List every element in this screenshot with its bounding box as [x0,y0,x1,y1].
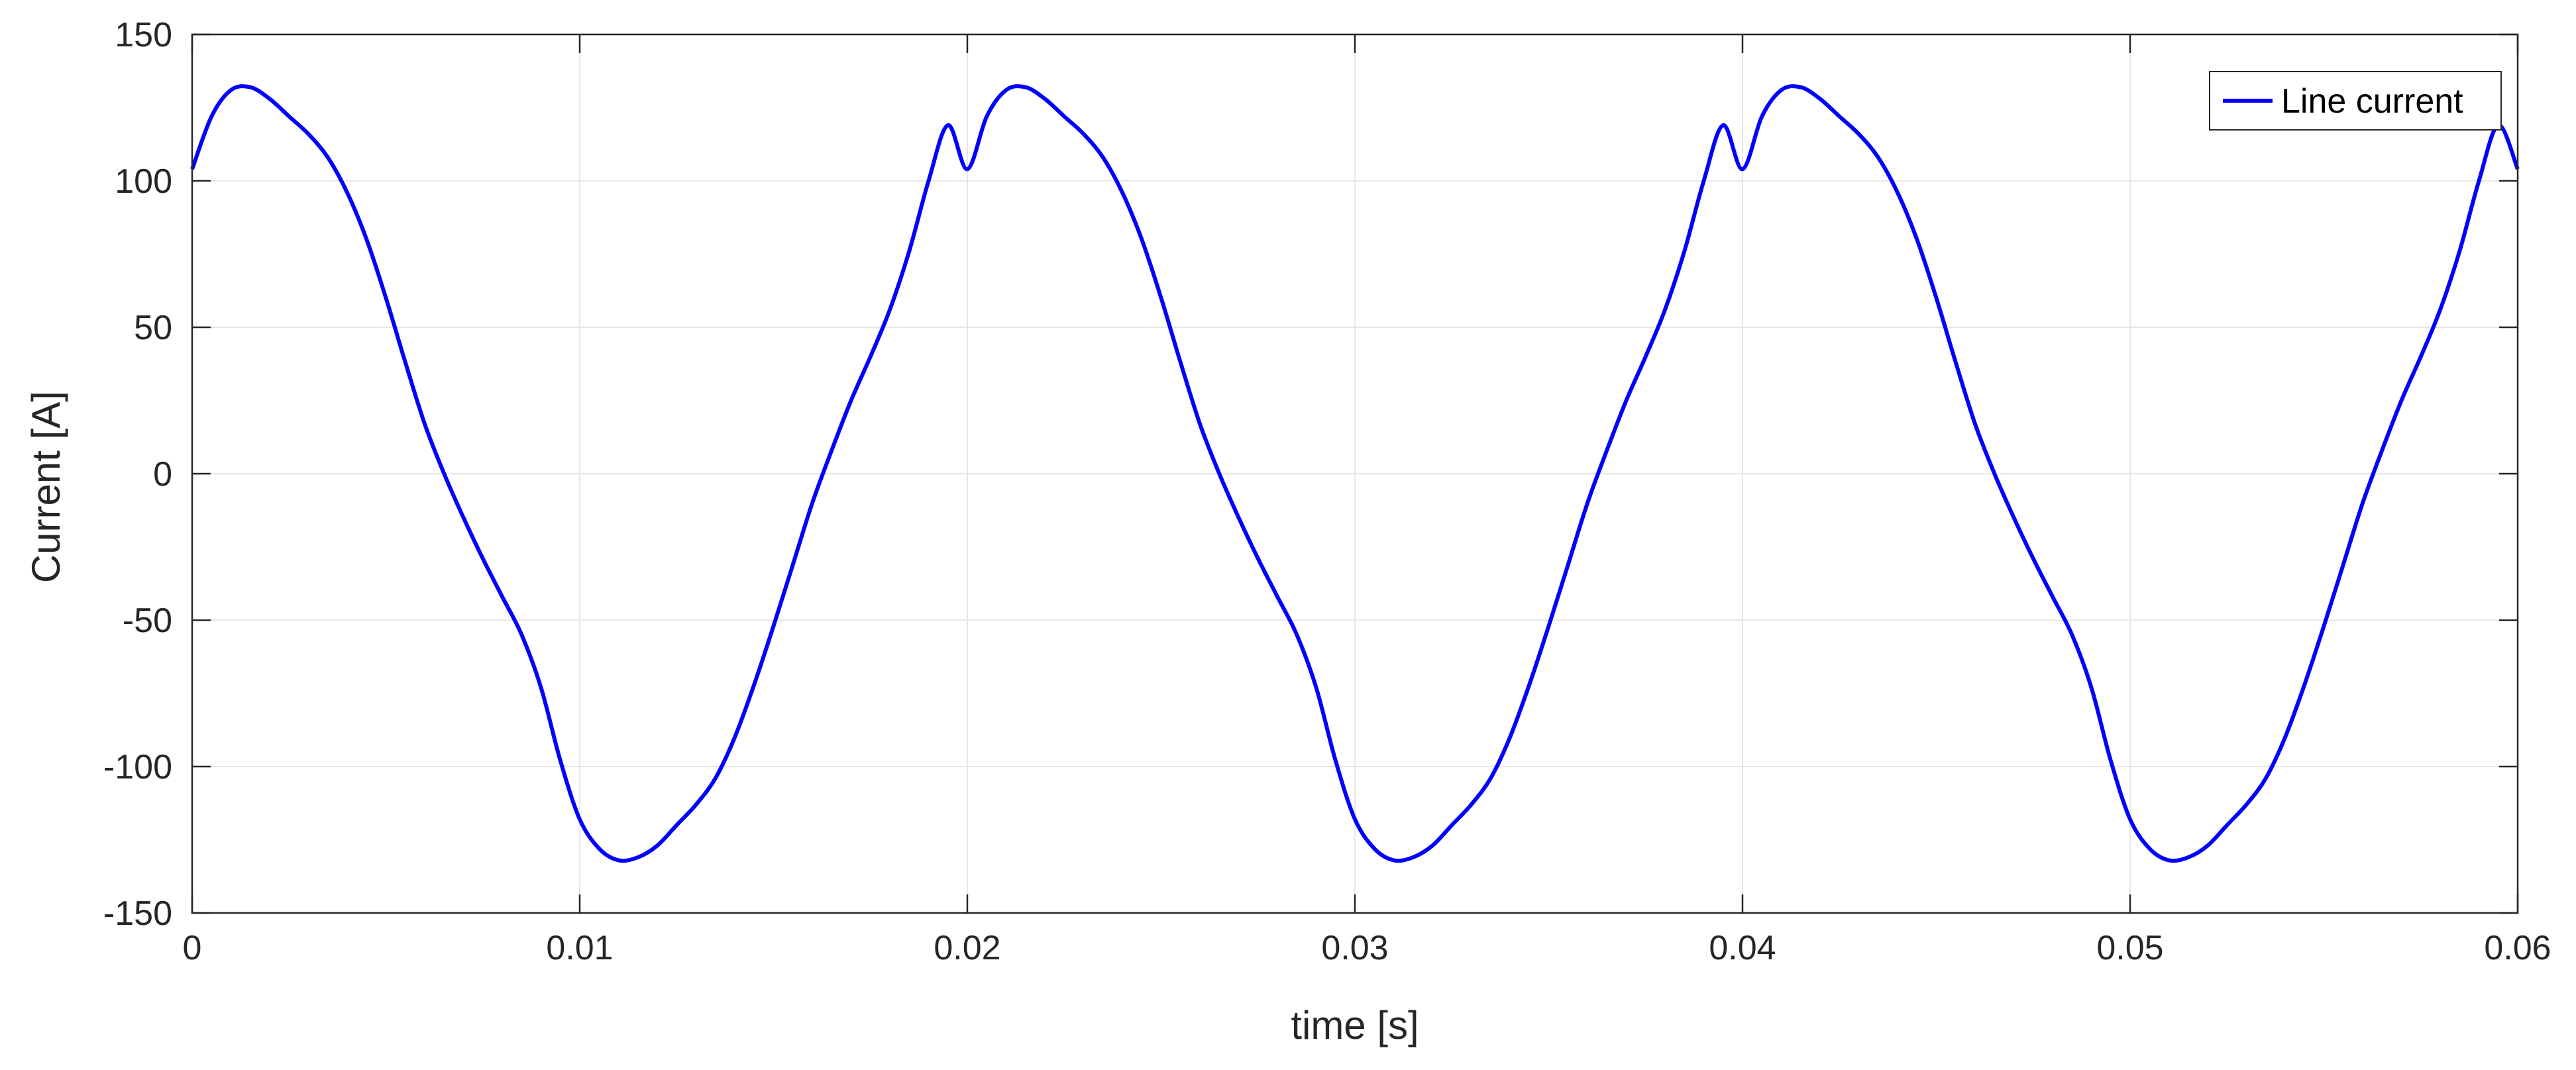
y-tick-label: 100 [115,162,172,201]
x-tick-label: 0.01 [546,929,613,967]
grid [192,34,2518,913]
x-tick-label: 0.03 [1321,929,1388,967]
x-tick-label: 0.04 [1709,929,1776,967]
y-tick-label: 0 [153,455,172,494]
x-tick-label: 0.06 [2484,929,2551,967]
y-tick-label: 50 [134,309,172,347]
y-tick-label: -150 [103,894,172,933]
legend: Line current [2209,71,2502,131]
legend-label: Line current [2281,82,2463,121]
y-axis-label: Current [A] [24,391,68,583]
y-tick-label: -100 [103,748,172,786]
ticks: 0 0.01 0.02 0.03 0.04 0.05 0.06 -150 -100 -50 0 50 1… [103,16,2551,967]
x-tick-label: 0 [183,929,202,967]
plot-lines [190,84,2520,863]
x-tick-label: 0.05 [2096,929,2163,967]
series-line-0 [190,84,2520,863]
y-tick-label: -50 [123,602,172,640]
x-axis-label: time [s] [1291,1003,1419,1047]
x-tick-label: 0.02 [934,929,1000,967]
y-tick-label: 150 [115,16,172,54]
